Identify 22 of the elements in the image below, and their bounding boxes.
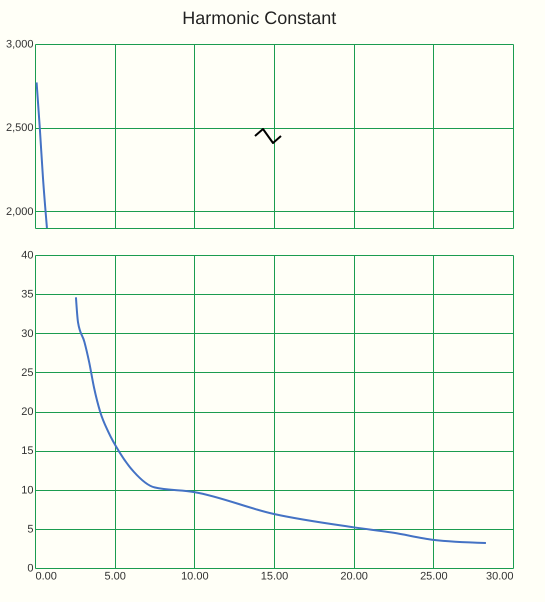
y-tick-label: 20 xyxy=(21,406,34,418)
x-tick-label: 0.00 xyxy=(36,570,57,582)
x-tick-label: 20.00 xyxy=(340,570,368,582)
y-tick-label: 10 xyxy=(21,484,34,496)
x-tick-label: 5.00 xyxy=(104,570,126,582)
chart-title: Harmonic Constant xyxy=(182,8,336,28)
x-tick-label: 15.00 xyxy=(260,570,288,582)
y-tick-label: 5 xyxy=(27,523,34,536)
y-tick-label: 2,000 xyxy=(6,206,34,218)
x-tick-label: 10.00 xyxy=(181,570,209,582)
y-tick-label: 0 xyxy=(27,562,34,574)
y-tick-label: 2,500 xyxy=(6,122,34,134)
y-tick-label: 30 xyxy=(21,328,34,340)
y-tick-label: 15 xyxy=(21,445,34,458)
line-series xyxy=(74,296,487,544)
line-series xyxy=(36,81,48,229)
x-tick-label: 25.00 xyxy=(420,570,448,582)
y-tick-label: 35 xyxy=(21,288,34,301)
x-tick-label: 30.00 xyxy=(486,570,514,582)
y-tick-label: 25 xyxy=(21,366,34,379)
y-tick-label: 3,000 xyxy=(6,38,34,50)
y-tick-label: 40 xyxy=(21,250,34,262)
